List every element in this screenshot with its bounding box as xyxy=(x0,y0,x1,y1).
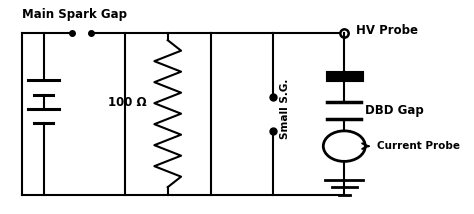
Text: Small S.G.: Small S.G. xyxy=(280,79,291,139)
Text: DBD Gap: DBD Gap xyxy=(365,104,424,117)
Text: Main Spark Gap: Main Spark Gap xyxy=(22,8,127,21)
Text: Current Probe: Current Probe xyxy=(377,141,460,151)
Text: HV Probe: HV Probe xyxy=(356,24,418,37)
Text: 100 Ω: 100 Ω xyxy=(108,96,147,109)
